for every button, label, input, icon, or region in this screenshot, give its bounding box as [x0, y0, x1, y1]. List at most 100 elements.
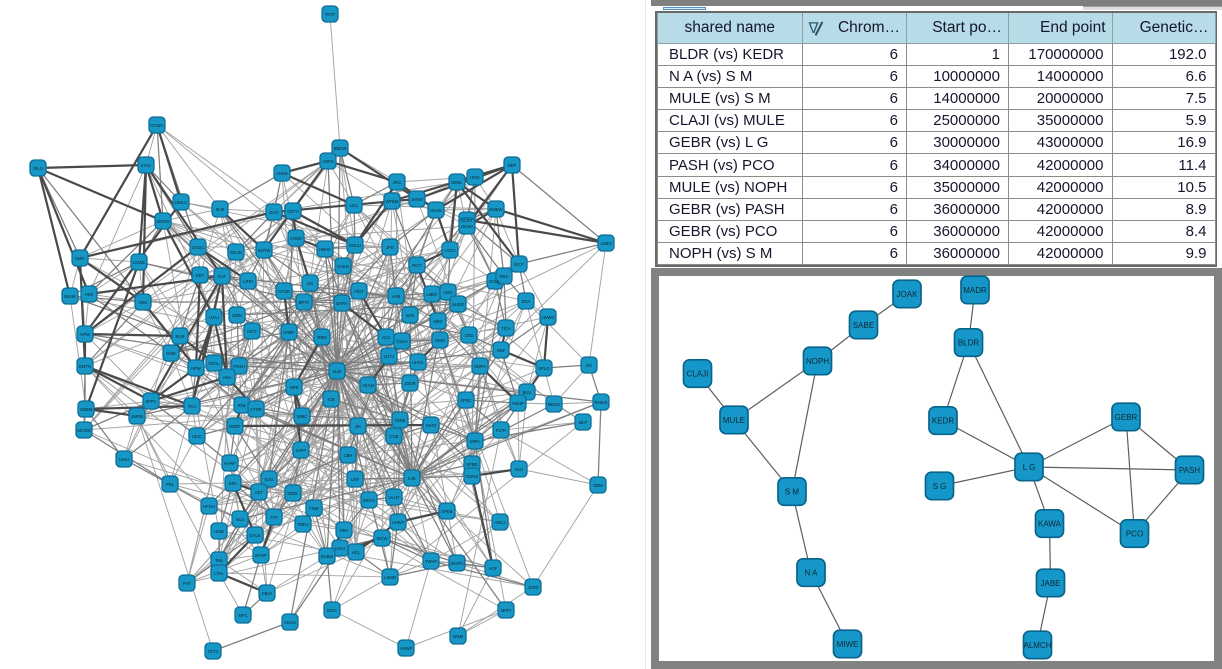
svg-text:TETP: TETP	[325, 12, 336, 17]
svg-text:EAF: EAF	[218, 274, 227, 279]
svg-text:BLDR: BLDR	[958, 339, 980, 348]
svg-text:MJW: MJW	[166, 351, 176, 356]
svg-text:PLTR: PLTR	[496, 428, 506, 433]
svg-text:LEI: LEI	[307, 281, 313, 286]
svg-text:GJTJ: GJTJ	[384, 354, 394, 359]
svg-text:ECRT: ECRT	[461, 218, 473, 223]
svg-text:S M: S M	[785, 488, 800, 497]
svg-text:SLW: SLW	[333, 369, 342, 374]
svg-text:WMC: WMC	[297, 414, 307, 419]
svg-text:RCIT: RCIT	[412, 263, 422, 268]
svg-text:KFK: KFK	[229, 481, 237, 486]
svg-text:ICB: ICB	[328, 397, 335, 402]
svg-text:HARP: HARP	[224, 461, 236, 466]
svg-text:AGF: AGF	[489, 566, 498, 571]
svg-text:TBFU: TBFU	[298, 522, 309, 527]
svg-text:DDKL: DDKL	[451, 180, 463, 185]
svg-text:CHLK: CHLK	[249, 533, 260, 538]
svg-text:GBBM: GBBM	[80, 407, 93, 412]
svg-text:UHWT: UHWT	[392, 520, 405, 525]
svg-text:MPPI: MPPI	[501, 608, 511, 613]
svg-text:NMPA: NMPA	[474, 364, 486, 369]
svg-text:UOGC: UOGC	[192, 245, 205, 250]
svg-text:OBF: OBF	[497, 348, 506, 353]
svg-text:MLP: MLP	[579, 420, 588, 425]
svg-text:JOAK: JOAK	[897, 290, 919, 299]
svg-text:RBM: RBM	[317, 335, 327, 340]
svg-text:ECHL: ECHL	[489, 279, 501, 284]
svg-text:OCWC: OCWC	[150, 123, 163, 128]
svg-text:HISB: HISB	[214, 529, 224, 534]
svg-text:NEP: NEP	[508, 163, 517, 168]
svg-text:MIFA: MIFA	[470, 439, 480, 444]
svg-text:FAT: FAT	[270, 515, 278, 520]
svg-text:MFC: MFC	[238, 613, 247, 618]
svg-text:RBJI: RBJI	[499, 274, 508, 279]
svg-text:JIK: JIK	[355, 424, 361, 429]
svg-text:HWJP: HWJP	[512, 401, 524, 406]
svg-text:KAWA: KAWA	[1038, 520, 1062, 529]
svg-text:KOAI: KOAI	[335, 546, 345, 551]
svg-text:JFIC: JFIC	[393, 180, 402, 185]
svg-text:EDRL: EDRL	[287, 491, 299, 496]
svg-text:PCO: PCO	[1126, 530, 1143, 539]
svg-text:RUR: RUR	[175, 334, 184, 339]
svg-text:RHWS: RHWS	[595, 400, 608, 405]
svg-text:FNW: FNW	[309, 506, 319, 511]
svg-text:CKUU: CKUU	[284, 620, 296, 625]
svg-text:LRRI: LRRI	[243, 279, 253, 284]
svg-text:ADFO: ADFO	[322, 159, 334, 164]
svg-text:GEBR: GEBR	[1115, 413, 1138, 422]
svg-text:DABM: DABM	[321, 554, 334, 559]
svg-text:CTDR: CTDR	[250, 407, 262, 412]
svg-text:ANA: ANA	[223, 375, 232, 380]
svg-text:OAAK: OAAK	[430, 208, 442, 213]
svg-text:N A: N A	[805, 569, 819, 578]
svg-text:GGNS: GGNS	[466, 474, 479, 479]
svg-text:AHB: AHB	[392, 294, 401, 299]
svg-text:UJAJ: UJAJ	[209, 315, 219, 320]
svg-text:CRAL: CRAL	[208, 361, 220, 366]
svg-text:JFD: JFD	[386, 245, 394, 250]
svg-text:NFBD: NFBD	[466, 462, 477, 467]
svg-text:PGSH: PGSH	[233, 364, 245, 369]
svg-text:CBJA: CBJA	[262, 591, 273, 596]
svg-text:IKJK: IKJK	[216, 207, 225, 212]
svg-text:SPEB: SPEB	[441, 509, 452, 514]
svg-text:KMTW: KMTW	[258, 248, 271, 253]
svg-text:KICT: KICT	[247, 329, 257, 334]
svg-text:SFPC: SFPC	[145, 399, 156, 404]
svg-text:HPM: HPM	[80, 332, 90, 337]
svg-text:FHT: FHT	[183, 581, 192, 586]
svg-text:SJFP: SJFP	[296, 448, 306, 453]
svg-text:LMEF: LMEF	[426, 292, 438, 297]
svg-text:UHAI: UHAI	[119, 457, 129, 462]
svg-text:CLAJI: CLAJI	[687, 370, 709, 379]
svg-text:UWF: UWF	[75, 256, 85, 261]
svg-text:DAKN: DAKN	[337, 264, 349, 269]
svg-text:SABE: SABE	[853, 321, 874, 330]
svg-text:OJJ: OJJ	[382, 335, 389, 340]
svg-text:PASH: PASH	[1179, 466, 1200, 475]
svg-text:WKFS: WKFS	[363, 498, 375, 503]
svg-text:DRBF: DRBF	[283, 330, 295, 335]
svg-text:LGOJ: LGOJ	[445, 248, 456, 253]
svg-text:LMT: LMT	[351, 477, 360, 482]
svg-text:HFDH: HFDH	[203, 504, 215, 509]
svg-text:HBHC: HBHC	[319, 247, 331, 252]
svg-text:NOPH: NOPH	[806, 357, 829, 366]
svg-text:EMTN: EMTN	[79, 364, 91, 369]
svg-text:WCW: WCW	[377, 536, 388, 541]
svg-text:HSU: HSU	[139, 300, 148, 305]
svg-text:CRGE: CRGE	[290, 236, 302, 241]
svg-text:JCPD: JCPD	[528, 585, 539, 590]
svg-text:MJJ: MJJ	[236, 517, 244, 522]
svg-text:CPOR: CPOR	[278, 289, 290, 294]
svg-text:FIDT: FIDT	[354, 289, 364, 294]
svg-text:EMEW: EMEW	[489, 207, 502, 212]
svg-text:KUG: KUG	[264, 477, 273, 482]
svg-text:BPTF: BPTF	[299, 300, 310, 305]
svg-text:CBH: CBH	[344, 453, 353, 458]
svg-text:ULHT: ULHT	[389, 495, 400, 500]
svg-text:KHN: KHN	[406, 313, 415, 318]
